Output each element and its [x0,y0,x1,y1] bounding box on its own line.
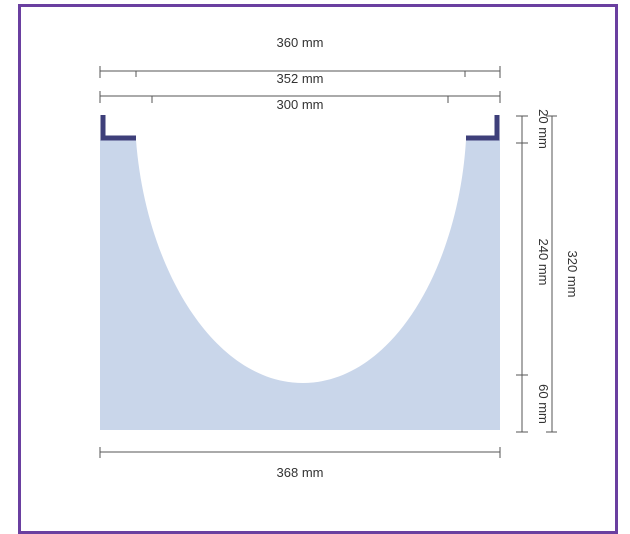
label-320: 320 mm [565,251,580,298]
label-60: 60 mm [536,384,551,424]
dimension-line-300 [99,91,501,103]
dimension-line-368 [99,447,501,458]
label-240: 240 mm [536,239,551,286]
vertical-dimension-left [516,115,528,433]
label-368: 368 mm [277,465,324,480]
channel-body [100,140,500,430]
channel-cross-section-diagram: 360 mm 352 mm 300 mm 368 mm 20 mm 240 mm… [99,35,580,480]
label-300: 300 mm [277,97,324,112]
right-lip [466,115,500,141]
vertical-dimension-right [546,115,557,433]
label-20: 20 mm [536,109,551,149]
label-352: 352 mm [277,71,324,86]
label-360: 360 mm [277,35,324,50]
dimension-line-360 [99,66,501,78]
left-lip [100,115,136,141]
